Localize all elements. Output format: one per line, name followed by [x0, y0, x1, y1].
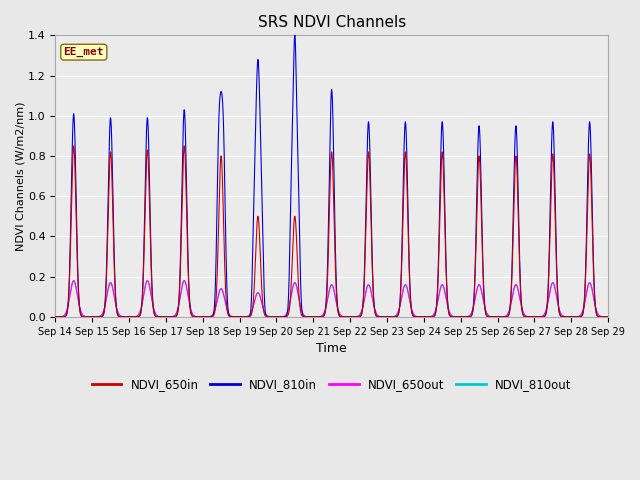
NDVI_650in: [404, 216, 412, 221]
Line: NDVI_810in: NDVI_810in: [55, 34, 640, 317]
NDVI_650out: [556, 310, 564, 315]
NDVI_810in: [512, 123, 520, 129]
NDVI_810out: [512, 282, 520, 288]
NDVI_810in: [291, 31, 299, 37]
NDVI_650in: [556, 312, 564, 318]
X-axis label: Time: Time: [316, 342, 347, 355]
NDVI_650in: [70, 143, 77, 149]
NDVI_810out: [556, 310, 564, 315]
NDVI_650out: [173, 307, 181, 312]
Line: NDVI_650in: NDVI_650in: [55, 146, 640, 317]
NDVI_650in: [173, 311, 181, 316]
NDVI_650in: [51, 314, 59, 320]
NDVI_650in: [372, 313, 380, 319]
NDVI_650out: [70, 278, 77, 284]
NDVI_810in: [541, 313, 549, 319]
NDVI_810in: [404, 197, 412, 203]
Line: NDVI_810out: NDVI_810out: [55, 281, 640, 317]
NDVI_650in: [541, 313, 549, 319]
Text: EE_met: EE_met: [63, 47, 104, 57]
Title: SRS NDVI Channels: SRS NDVI Channels: [257, 15, 406, 30]
Y-axis label: NDVI Channels (W/m2/nm): NDVI Channels (W/m2/nm): [15, 101, 25, 251]
NDVI_810out: [173, 307, 181, 312]
NDVI_810in: [556, 312, 564, 318]
NDVI_810out: [70, 278, 77, 284]
NDVI_810out: [51, 314, 59, 320]
NDVI_650out: [541, 310, 549, 316]
NDVI_650in: [512, 153, 520, 159]
NDVI_650out: [51, 314, 59, 320]
NDVI_650out: [372, 310, 380, 316]
NDVI_810out: [404, 288, 412, 294]
NDVI_810in: [372, 313, 380, 319]
NDVI_650out: [512, 282, 520, 288]
NDVI_810in: [51, 314, 59, 320]
NDVI_650out: [404, 288, 412, 294]
Legend: NDVI_650in, NDVI_810in, NDVI_650out, NDVI_810out: NDVI_650in, NDVI_810in, NDVI_650out, NDV…: [87, 373, 577, 396]
NDVI_810out: [372, 310, 380, 316]
NDVI_810in: [173, 310, 181, 316]
Line: NDVI_650out: NDVI_650out: [55, 281, 640, 317]
NDVI_810out: [541, 310, 549, 316]
